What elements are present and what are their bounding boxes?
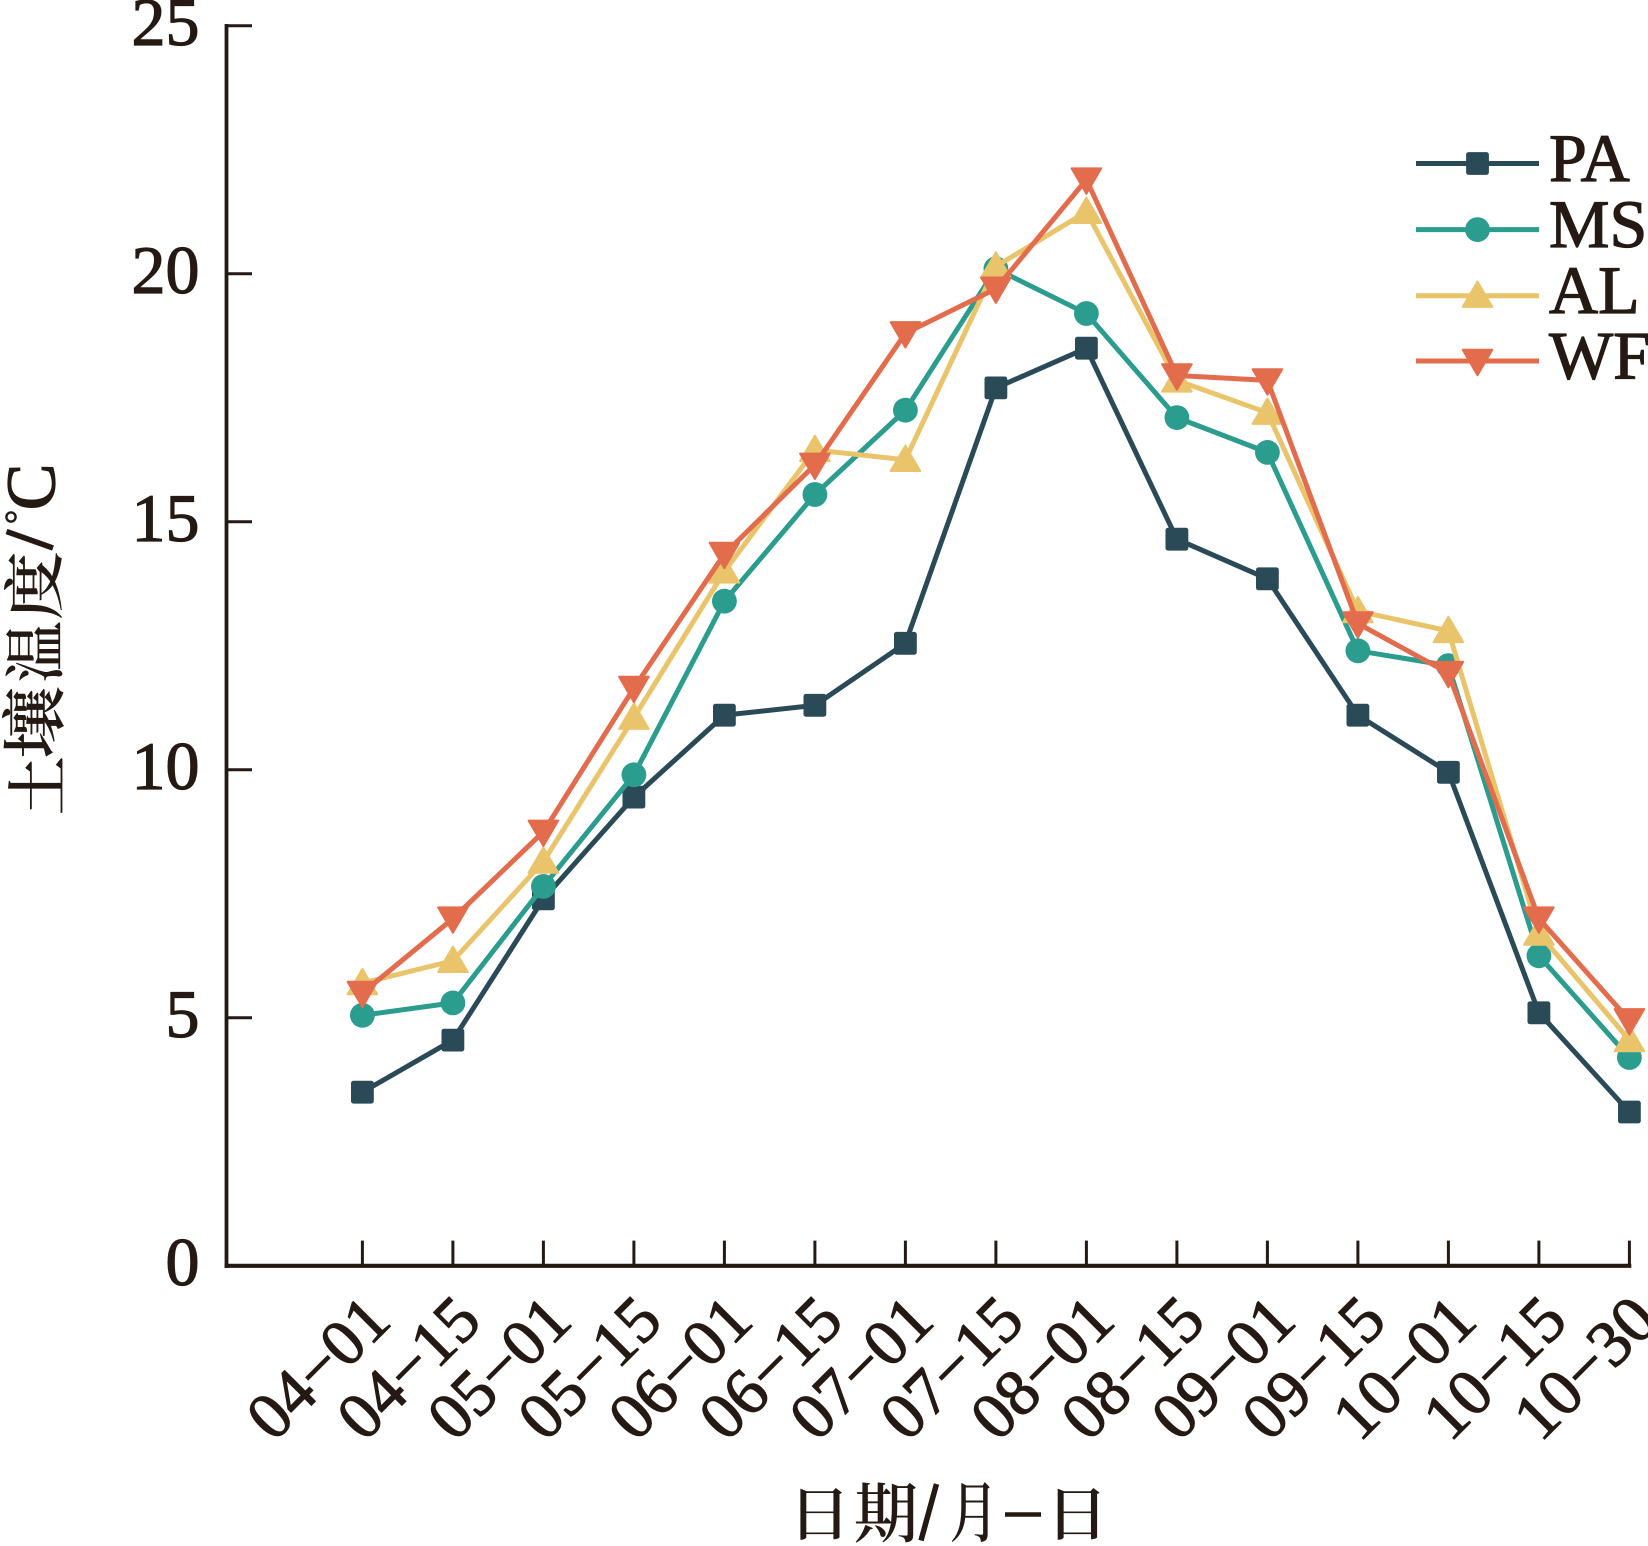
svg-text:5: 5 <box>166 976 200 1052</box>
svg-text:WF: WF <box>1549 318 1648 394</box>
svg-text:25: 25 <box>132 0 200 60</box>
svg-text:C: C <box>0 464 71 511</box>
svg-text:MS: MS <box>1549 186 1647 262</box>
svg-text:10: 10 <box>132 728 200 804</box>
svg-text:PA: PA <box>1549 120 1630 196</box>
svg-text:20: 20 <box>132 232 200 308</box>
svg-text:15: 15 <box>132 480 200 556</box>
svg-text:0: 0 <box>166 1224 200 1300</box>
svg-text:AL: AL <box>1549 252 1640 328</box>
